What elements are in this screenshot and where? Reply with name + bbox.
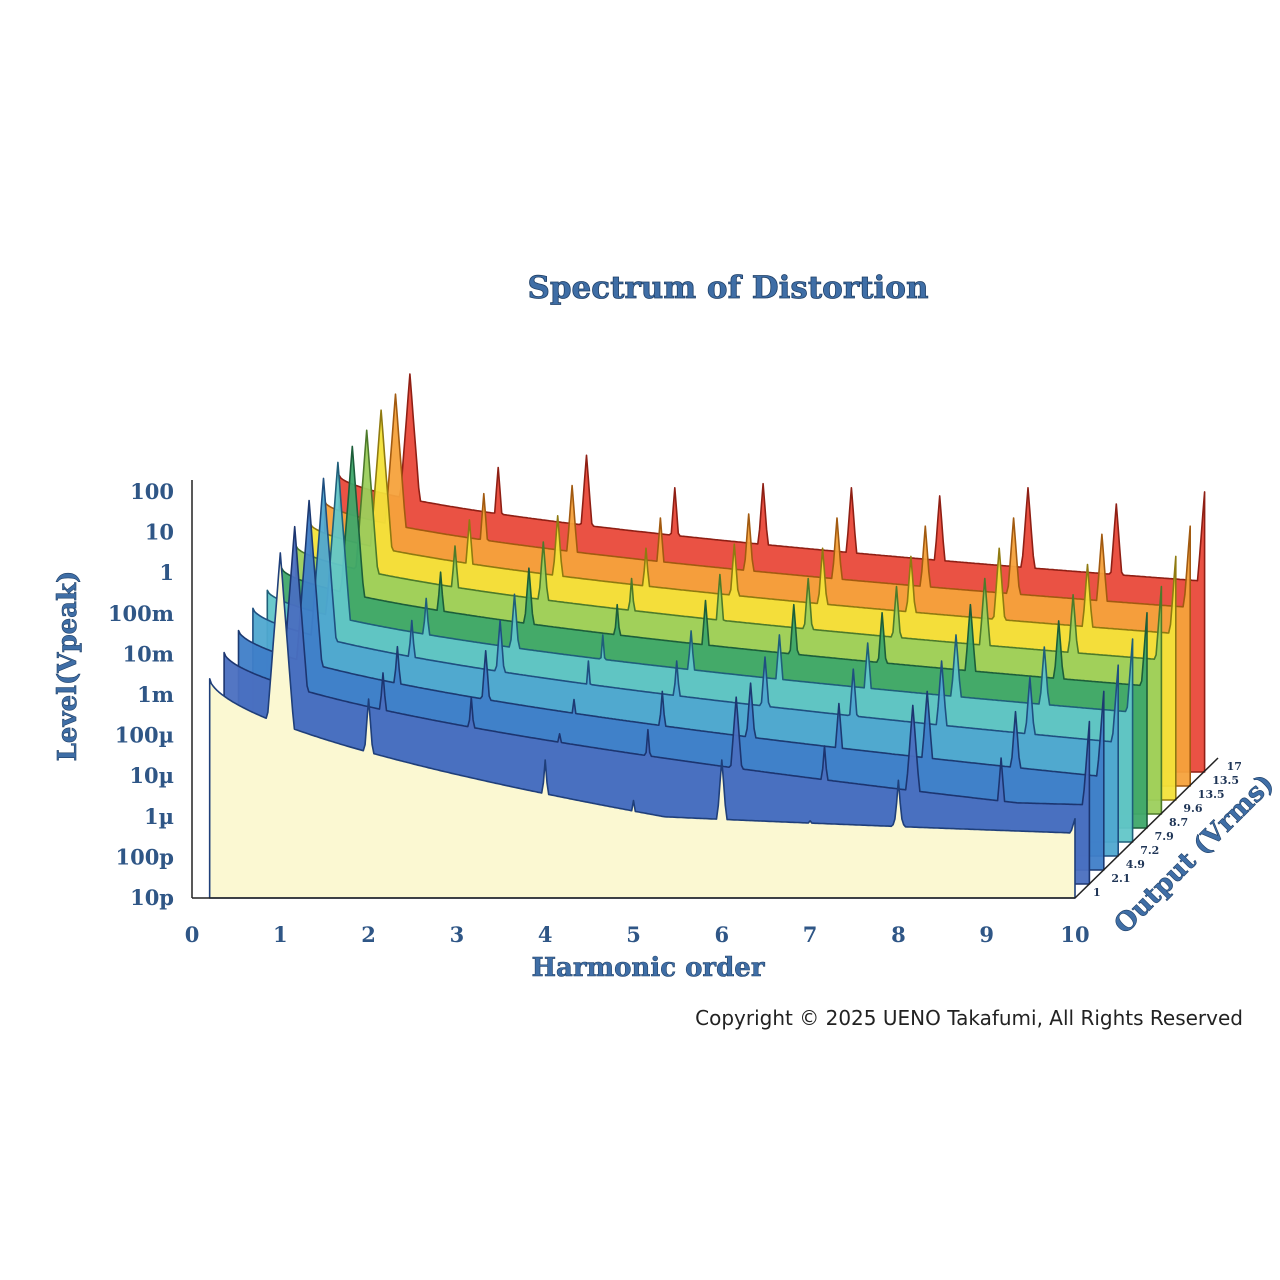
z-tick-label: 13.5 [1212,774,1239,787]
y-tick-label: 10m [123,641,174,666]
x-tick-label: 0 [185,922,200,947]
x-tick-label: 8 [891,922,906,947]
y-tick-labels: 100 10 1 100m 10m 1m 100µ 10µ 1µ 100p 10p [108,479,174,910]
chart-title: Spectrum of Distortion [527,270,928,306]
y-tick-label: 10 [145,520,174,545]
y-tick-label: 100m [108,601,174,626]
x-tick-label: 5 [626,922,641,947]
y-tick-label: 100p [115,844,174,869]
y-tick-label: 1µ [144,804,174,829]
y-tick-label: 1 [159,560,174,585]
z-tick-label: 17 [1227,760,1242,773]
copyright-text: Copyright © 2025 UENO Takafumi, All Righ… [695,1006,1243,1030]
x-tick-label: 1 [273,922,288,947]
x-axis-label: Harmonic order [531,953,764,983]
series-area-1 [208,552,1076,899]
y-tick-label: 100 [130,479,174,504]
z-tick-labels: 12.14.97.27.98.79.613.513.517 [1093,760,1242,899]
series-layer [208,373,1206,899]
y-tick-label: 1m [137,682,174,707]
z-axis-line [1074,757,1219,899]
z-tick-label: 9.6 [1183,802,1202,815]
x-tick-label: 9 [979,922,994,947]
x-tick-label: 3 [450,922,465,947]
x-tick-label: 7 [803,922,818,947]
z-tick-label: 8.7 [1169,816,1188,829]
x-tick-label: 10 [1060,922,1089,947]
z-tick-label: 13.5 [1198,788,1225,801]
x-tick-labels: 0 1 2 3 4 5 6 7 8 9 10 [185,922,1090,947]
z-tick-label: 7.9 [1155,830,1174,843]
x-tick-label: 6 [714,922,729,947]
y-tick-label: 10p [130,885,174,910]
y-tick-label: 10µ [129,763,174,788]
x-tick-label: 4 [538,922,553,947]
z-tick-label: 2.1 [1111,872,1130,885]
z-tick-label: 7.2 [1140,844,1159,857]
x-tick-label: 2 [361,922,376,947]
y-axis-label: Level(Vpeak) [53,571,83,762]
y-tick-label: 100µ [115,723,174,748]
z-tick-label: 1 [1093,886,1101,899]
z-tick-label: 4.9 [1126,858,1145,871]
